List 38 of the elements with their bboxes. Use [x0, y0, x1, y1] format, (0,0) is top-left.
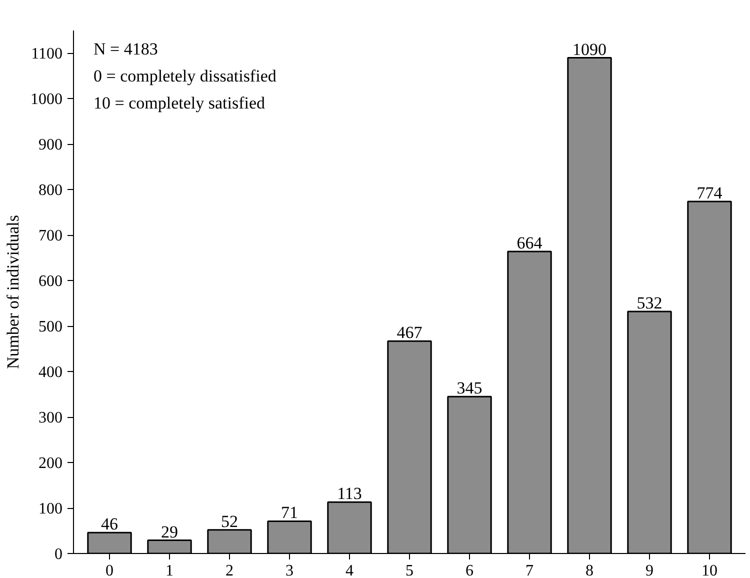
x-tick-label: 1 — [166, 562, 174, 578]
data-label: 774 — [696, 184, 723, 202]
x-tick-label: 9 — [646, 562, 654, 578]
y-tick-label: 900 — [38, 136, 62, 154]
data-label: 467 — [396, 323, 423, 342]
y-tick-label: 400 — [38, 364, 62, 382]
x-tick-label: 8 — [586, 562, 594, 578]
data-label: 1090 — [572, 40, 606, 59]
data-label: 71 — [281, 503, 298, 522]
data-label: 29 — [161, 522, 178, 542]
x-tick-label: 10 — [702, 562, 718, 578]
annotation: 10 = completely satisfied — [94, 94, 266, 112]
y-tick-label: 300 — [38, 410, 62, 427]
y-axis-title: Number of individuals — [4, 215, 22, 369]
y-tick-label: 100 — [38, 500, 62, 518]
data-label: 345 — [456, 378, 482, 398]
y-tick-label: 0 — [54, 546, 62, 563]
x-tick-label: 0 — [106, 562, 114, 578]
data-label: 46 — [101, 514, 118, 534]
annotation: N = 4183 — [94, 40, 158, 58]
x-tick-label: 7 — [526, 562, 534, 578]
y-tick-label: 800 — [38, 182, 62, 200]
y-tick-label: 1100 — [31, 46, 62, 63]
data-label: 532 — [636, 294, 662, 313]
y-tick-label: 700 — [38, 228, 62, 245]
data-label: 52 — [221, 512, 238, 531]
data-label: 664 — [516, 234, 543, 253]
y-tick-label: 500 — [38, 318, 62, 336]
data-label: 113 — [337, 484, 362, 504]
y-tick-label: 200 — [38, 455, 62, 472]
annotation: 0 = completely dissatisfied — [94, 66, 277, 86]
x-tick-label: 5 — [406, 562, 414, 578]
x-tick-label: 6 — [466, 562, 474, 578]
x-tick-label: 4 — [346, 562, 354, 578]
x-tick-label: 2 — [226, 562, 234, 578]
y-tick-label: 1000 — [30, 91, 62, 108]
x-tick-label: 3 — [286, 562, 294, 578]
y-tick-label: 600 — [38, 273, 62, 290]
